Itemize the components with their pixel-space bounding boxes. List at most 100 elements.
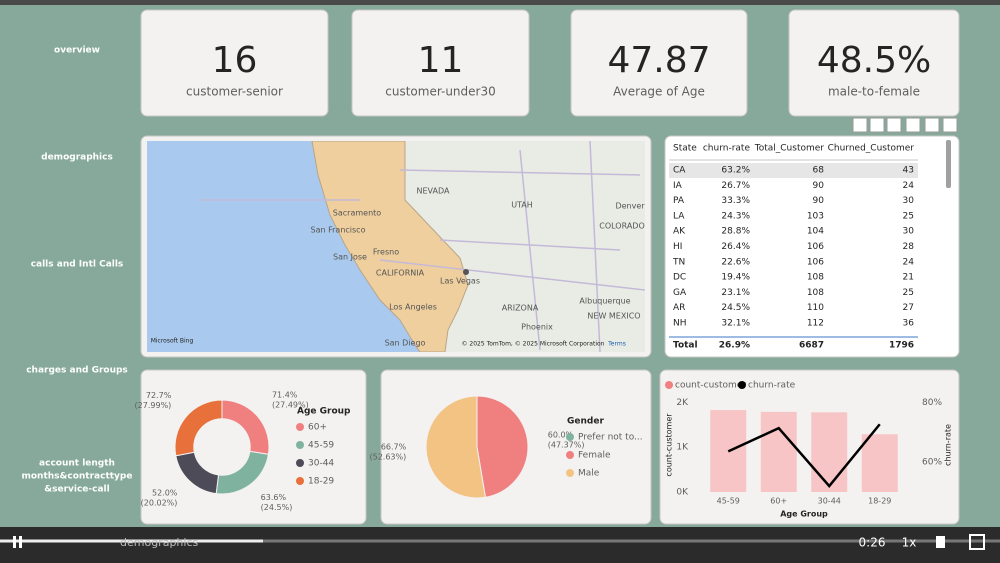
table-cell: TN <box>672 257 685 267</box>
table-cell: 24.3% <box>721 211 750 221</box>
volume-icon[interactable] <box>936 536 945 548</box>
map-brand: Microsoft Bing <box>151 338 194 345</box>
map-place: Sacramento <box>333 209 381 218</box>
filter-icon[interactable] <box>905 117 921 133</box>
table-total: 26.9% <box>719 341 750 351</box>
more-icon[interactable] <box>942 117 958 133</box>
table-cell: DC <box>673 273 686 283</box>
slice <box>425 395 487 499</box>
data-label: (47.37%) <box>548 440 585 449</box>
map-place: CALIFORNIA <box>376 269 425 278</box>
scrollbar[interactable] <box>946 140 951 188</box>
table-cell: 90 <box>813 181 825 191</box>
kpi-card <box>140 9 329 117</box>
player-speed[interactable]: 1x <box>902 536 917 550</box>
legend-label[interactable]: 30-44 <box>308 459 334 469</box>
nav-label: charges and Groups <box>26 366 128 376</box>
bell-icon[interactable] <box>886 117 902 133</box>
nav-label: overview <box>54 46 100 56</box>
y-axis-label: count-customer <box>665 413 674 477</box>
table-cell: 108 <box>807 288 824 298</box>
pause-icon[interactable] <box>19 536 22 548</box>
bar <box>811 412 848 492</box>
kpi-label: customer-under30 <box>385 85 495 99</box>
legend-label[interactable]: 60+ <box>308 423 327 433</box>
pin-icon[interactable] <box>852 117 868 133</box>
kpi-card <box>351 9 530 117</box>
table-cell: 22.6% <box>721 257 750 267</box>
table-cell: 106 <box>807 242 824 252</box>
table-cell: 63.2% <box>721 166 750 176</box>
bar <box>760 411 797 492</box>
y-tick-label: 1K <box>676 443 689 453</box>
legend-label[interactable]: Female <box>578 451 611 461</box>
focus-icon[interactable] <box>924 117 940 133</box>
legend-label[interactable]: Prefer not to... <box>578 433 643 443</box>
table-cell: AR <box>673 303 685 313</box>
data-label: 60.0% <box>548 430 574 439</box>
map-place: Los Angeles <box>389 303 437 312</box>
legend-label[interactable]: 45-59 <box>308 441 334 451</box>
y-tick-label: 2K <box>676 398 689 408</box>
table-cell: 110 <box>807 303 824 313</box>
map-place: COLORADO <box>599 222 645 231</box>
map-place: Phoenix <box>521 323 553 332</box>
table-total: 6687 <box>799 341 824 351</box>
data-label: 52.0% <box>152 488 178 497</box>
copy-icon[interactable] <box>869 117 885 133</box>
table-header: Total_Customer <box>754 144 825 154</box>
map[interactable] <box>147 141 645 352</box>
visual-toolbar <box>852 117 958 133</box>
kpi-label: male-to-female <box>828 85 920 99</box>
legend-label[interactable]: count-customer <box>675 381 746 391</box>
legend-swatch <box>296 423 304 431</box>
table-cell: 33.3% <box>721 196 750 206</box>
table-cell: 104 <box>807 227 824 237</box>
table-cell: AK <box>673 227 686 237</box>
legend-label[interactable]: Male <box>578 469 600 479</box>
kpi-card <box>788 9 960 117</box>
data-label: (27.49%) <box>272 400 309 409</box>
legend-swatch <box>296 477 304 485</box>
nav-label: account length <box>39 459 115 469</box>
ocean <box>147 141 420 352</box>
table-header: Churned_Customer <box>828 144 915 154</box>
player-page: demographics <box>120 536 198 549</box>
legend-label[interactable]: 18-29 <box>308 477 334 487</box>
table-cell: 26.7% <box>721 181 750 191</box>
pause-icon[interactable] <box>13 536 16 548</box>
table-total: 1796 <box>889 341 914 351</box>
table-cell: 25 <box>903 288 914 298</box>
nav-label: months&contracttype <box>22 472 133 482</box>
table-cell: IA <box>673 181 683 191</box>
y-tick-label: 0K <box>676 488 689 498</box>
table-cell: 28 <box>903 242 915 252</box>
data-label: (20.02%) <box>141 498 178 507</box>
table-cell: HI <box>673 242 682 252</box>
player-bar <box>0 527 1000 563</box>
california <box>311 141 469 352</box>
table-cell: GA <box>673 288 687 298</box>
map-place: San Jose <box>333 253 367 262</box>
legend-swatch <box>566 433 574 441</box>
map-place: Albuquerque <box>579 297 630 306</box>
fullscreen-icon[interactable] <box>969 534 985 550</box>
x-tick-label: 30-44 <box>818 497 841 506</box>
table-cell: 21 <box>903 273 914 283</box>
legend-swatch <box>566 469 574 477</box>
legend-label[interactable]: churn-rate <box>748 381 796 391</box>
table-cell: 25 <box>903 211 914 221</box>
legend-swatch <box>665 381 673 389</box>
map-place: UTAH <box>511 201 533 210</box>
x-axis-label: Age Group <box>780 510 828 519</box>
table-cell: 24 <box>903 181 915 191</box>
table-cell: 32.1% <box>721 319 750 329</box>
kpi-card <box>570 9 748 117</box>
y2-tick-label: 60% <box>922 458 942 468</box>
table-cell: 28.8% <box>721 227 750 237</box>
x-tick-label: 45-59 <box>717 497 740 506</box>
legend-title: Gender <box>567 417 604 427</box>
table-cell: 68 <box>813 166 825 176</box>
table-cell: 30 <box>903 196 915 206</box>
